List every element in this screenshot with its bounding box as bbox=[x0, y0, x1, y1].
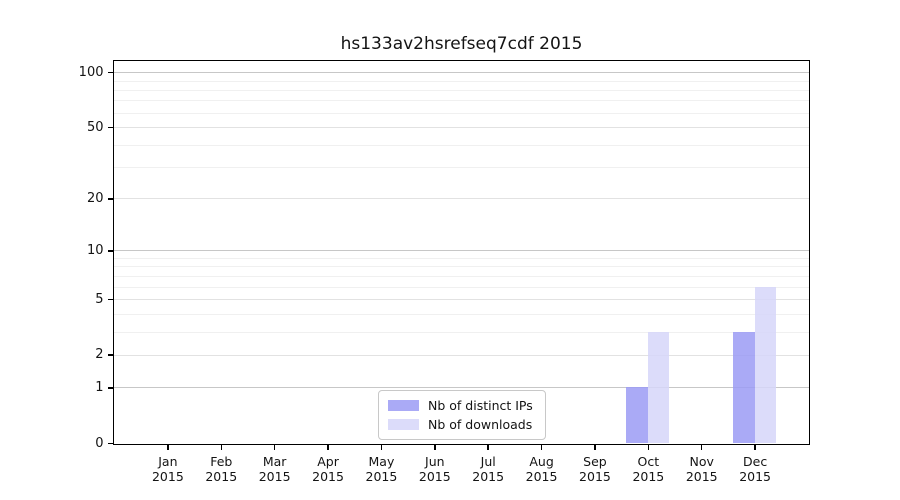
gridline-minor-40 bbox=[114, 144, 809, 146]
x-tick-mark-feb bbox=[220, 445, 223, 450]
gridline-20 bbox=[114, 198, 809, 200]
x-tick-mark-apr bbox=[327, 445, 329, 450]
y-tick-mark-2 bbox=[108, 354, 113, 356]
x-tick-label-mar: Mar 2015 bbox=[258, 453, 291, 484]
x-tick-label-dec: Dec 2015 bbox=[739, 453, 772, 484]
gridline-minor-8 bbox=[114, 266, 809, 268]
x-tick-mark-nov bbox=[700, 445, 703, 450]
x-tick-label-jul: Jul 2015 bbox=[472, 453, 505, 484]
gridline-minor-80 bbox=[114, 89, 809, 91]
gridline-1 bbox=[114, 387, 809, 389]
plot-area bbox=[113, 60, 810, 445]
x-tick-label-oct: Oct 2015 bbox=[632, 453, 665, 484]
legend: Nb of distinct IPs Nb of downloads bbox=[378, 390, 546, 440]
y-tick-label-100: 100 bbox=[78, 64, 104, 80]
x-tick-label-jan: Jan 2015 bbox=[151, 453, 184, 484]
x-tick-mark-dec bbox=[754, 445, 756, 450]
gridline-10 bbox=[114, 250, 809, 252]
x-tick-label-jun: Jun 2015 bbox=[418, 453, 451, 484]
bar-dec-distinct-ips bbox=[733, 331, 755, 443]
gridline-100 bbox=[114, 72, 809, 74]
x-tick-label-sep: Sep 2015 bbox=[579, 453, 611, 484]
y-tick-mark-50 bbox=[108, 126, 113, 129]
y-tick-mark-20 bbox=[108, 198, 113, 200]
x-tick-label-aug: Aug 2015 bbox=[525, 453, 558, 484]
y-tick-label-5: 5 bbox=[95, 291, 104, 307]
legend-swatch-distinct-ips bbox=[388, 400, 419, 411]
gridline-minor-3 bbox=[114, 331, 809, 333]
y-tick-mark-5 bbox=[108, 298, 113, 301]
legend-label-downloads: Nb of downloads bbox=[428, 417, 533, 432]
x-tick-mark-jan bbox=[167, 445, 169, 450]
gridline-minor-90 bbox=[114, 80, 809, 82]
chart-title: hs133av2hsrefseq7cdf 2015 bbox=[340, 34, 583, 54]
x-tick-mark-may bbox=[380, 445, 383, 450]
x-tick-mark-jul bbox=[487, 445, 489, 450]
y-tick-label-0: 0 bbox=[95, 435, 104, 451]
gridline-5 bbox=[114, 299, 809, 300]
y-tick-mark-10 bbox=[108, 250, 113, 252]
legend-label-distinct-ips: Nb of distinct IPs bbox=[428, 398, 533, 413]
x-tick-mark-mar bbox=[273, 445, 276, 450]
gridline-minor-7 bbox=[114, 275, 809, 277]
bar-oct-downloads bbox=[647, 331, 670, 443]
legend-swatch-downloads bbox=[388, 419, 419, 430]
gridline-minor-70 bbox=[114, 100, 809, 102]
gridline-minor-6 bbox=[114, 286, 809, 288]
x-tick-mark-oct bbox=[647, 445, 650, 450]
y-tick-mark-0 bbox=[108, 442, 113, 445]
gridline-2 bbox=[114, 354, 809, 356]
gridline-minor-30 bbox=[114, 167, 809, 169]
x-tick-label-may: May 2015 bbox=[365, 453, 398, 484]
gridline-minor-60 bbox=[114, 112, 809, 114]
x-tick-mark-jun bbox=[434, 445, 436, 450]
y-tick-label-2: 2 bbox=[95, 347, 104, 363]
x-tick-label-feb: Feb 2015 bbox=[205, 453, 238, 484]
x-tick-label-nov: Nov 2015 bbox=[685, 453, 718, 484]
x-tick-label-apr: Apr 2015 bbox=[312, 453, 344, 484]
gridline-50 bbox=[114, 127, 809, 129]
y-tick-mark-100 bbox=[108, 71, 113, 74]
y-tick-label-10: 10 bbox=[86, 242, 104, 258]
y-tick-mark-1 bbox=[108, 387, 113, 389]
legend-item-distinct-ips: Nb of distinct IPs bbox=[388, 396, 535, 415]
y-tick-label-50: 50 bbox=[86, 119, 104, 135]
gridline-minor-4 bbox=[114, 313, 809, 315]
bar-oct-distinct-ips bbox=[626, 387, 648, 443]
x-tick-mark-sep bbox=[594, 445, 596, 450]
gridline-minor-9 bbox=[114, 257, 809, 259]
legend-item-downloads: Nb of downloads bbox=[388, 415, 535, 434]
y-tick-label-1: 1 bbox=[95, 379, 104, 395]
y-tick-label-20: 20 bbox=[86, 190, 104, 206]
bar-dec-downloads bbox=[754, 286, 777, 443]
x-tick-mark-aug bbox=[540, 445, 543, 450]
